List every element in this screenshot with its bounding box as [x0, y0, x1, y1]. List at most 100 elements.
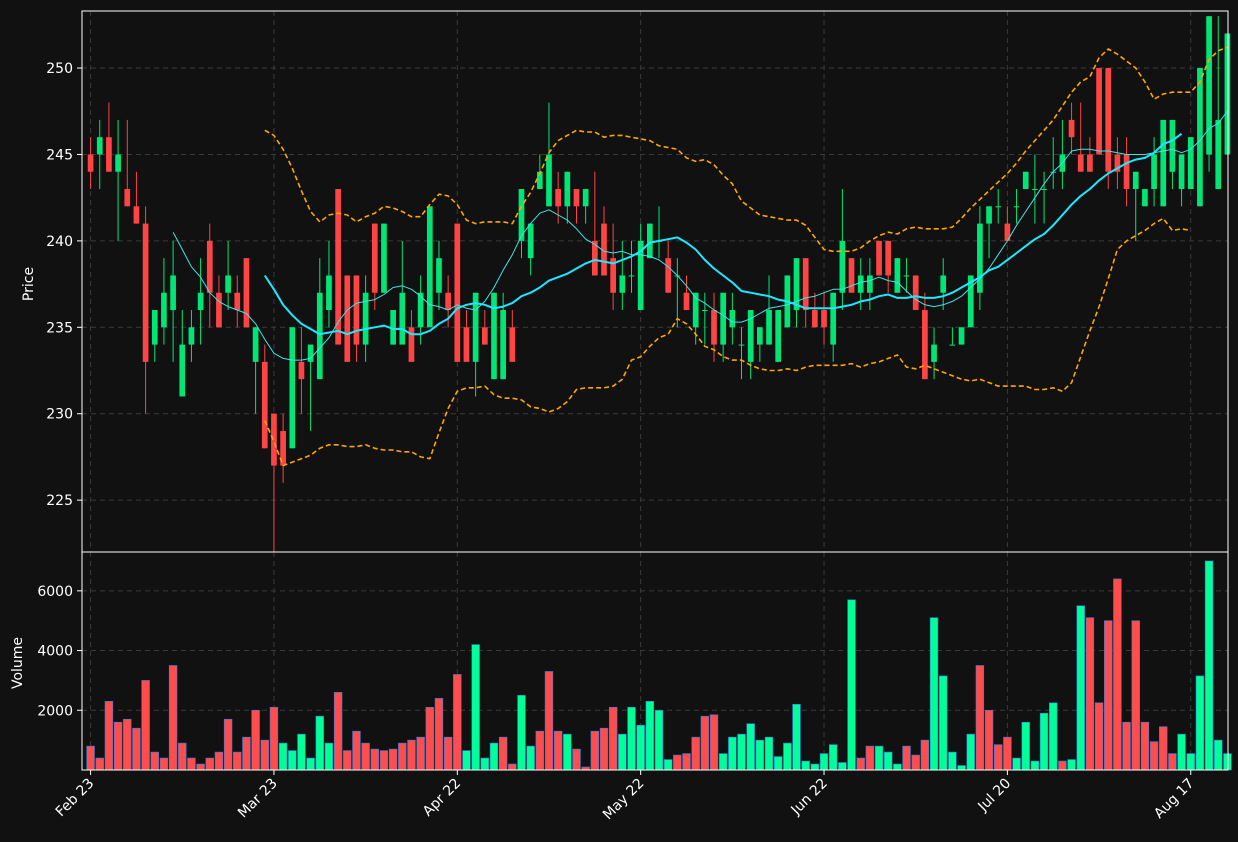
volume-bar	[1223, 753, 1232, 771]
volume-bar	[205, 757, 214, 771]
volume-bar	[1149, 741, 1159, 771]
price-tick-label: 235	[46, 320, 73, 336]
candle-body	[573, 189, 580, 207]
x-tick-label: Aug 17	[1151, 776, 1197, 822]
candle-body	[1041, 189, 1047, 191]
candle-body	[564, 171, 571, 207]
volume-bar	[984, 709, 994, 771]
candle-body	[738, 344, 745, 346]
candle-body	[243, 258, 250, 328]
volume-bar	[361, 742, 370, 771]
volume-bar	[1039, 712, 1049, 771]
volume-bar	[1094, 702, 1104, 771]
volume-bar	[297, 733, 306, 771]
volume-bar	[1186, 753, 1195, 771]
candle-body	[812, 310, 818, 328]
candle-body	[142, 223, 149, 362]
candle-body	[1022, 171, 1029, 190]
volume-bar	[764, 736, 774, 771]
candle-body	[628, 275, 635, 277]
volume-bar	[709, 714, 719, 771]
candle-body	[115, 154, 121, 172]
candle-body	[683, 292, 690, 311]
upper-band-line	[264, 46, 1228, 253]
volume-bar	[920, 739, 930, 771]
candle-body	[170, 275, 176, 311]
volume-bar	[1030, 760, 1040, 771]
candle-body	[940, 275, 947, 293]
volume-bar	[1076, 605, 1085, 771]
volume-bar	[1012, 757, 1021, 771]
volume-bar	[453, 674, 462, 771]
candle-body	[206, 240, 213, 293]
volume-bar	[618, 733, 627, 771]
price-axis-label: Price	[21, 267, 37, 301]
volume-bar	[242, 736, 251, 771]
volume-bar	[1003, 736, 1012, 771]
candle-body	[436, 258, 442, 293]
candle-body	[124, 189, 131, 207]
candle-body	[876, 240, 882, 276]
volume-bar	[352, 730, 361, 771]
volume-bar	[966, 733, 975, 771]
candle-body	[216, 292, 222, 328]
volume-bar	[489, 742, 499, 771]
volume-bar	[278, 742, 288, 771]
candle-body	[1087, 154, 1093, 172]
volume-bar	[517, 695, 526, 771]
candle-body	[463, 327, 470, 362]
candle-body	[298, 361, 305, 380]
volume-bar	[187, 757, 196, 771]
candle-body	[637, 240, 644, 311]
volume-bar	[856, 757, 865, 771]
slow-ma-line	[263, 132, 1183, 336]
volume-bar	[828, 744, 838, 771]
volume-bar	[434, 698, 444, 771]
price-panel: 225 230 235 240 245 250	[46, 10, 1231, 553]
volume-bar	[416, 736, 425, 771]
candle-body	[977, 223, 983, 293]
volume-bar	[196, 763, 205, 771]
volume-tick-label: 4000	[37, 644, 73, 660]
volume-bar	[1131, 620, 1140, 771]
volume-bar	[865, 745, 875, 771]
candle-body	[536, 171, 543, 190]
volume-frame	[81, 551, 1229, 771]
volume-bar	[1021, 721, 1030, 771]
candle-body	[225, 275, 231, 293]
candle-body	[967, 275, 974, 328]
x-tick-label: Jul 20	[975, 776, 1015, 816]
volume-bar	[975, 665, 985, 771]
volume-bar	[948, 751, 957, 771]
candle-body	[326, 275, 332, 311]
candle-body	[995, 206, 1002, 208]
volume-bar	[159, 757, 169, 771]
candle-body	[848, 258, 855, 293]
candle-body	[1151, 154, 1157, 190]
candle-body	[546, 154, 552, 207]
candle-body	[261, 361, 268, 449]
volume-bar	[700, 715, 710, 771]
candle-body	[1224, 33, 1231, 155]
candle-body	[1004, 223, 1011, 241]
candle-body	[289, 327, 296, 449]
candle-body	[426, 206, 433, 328]
volume-bar	[407, 739, 416, 771]
candle-body	[894, 258, 901, 293]
candle-body	[711, 310, 717, 345]
x-tick-label: Feb 23	[53, 776, 98, 821]
volume-bar	[654, 709, 664, 771]
volume-bar	[544, 671, 554, 771]
candle-body	[931, 344, 937, 362]
volume-bar	[86, 745, 95, 771]
volume-tick-label: 6000	[37, 584, 73, 600]
volume-bar	[553, 730, 563, 771]
volume-bar	[563, 733, 572, 771]
candle-body	[1215, 119, 1222, 190]
volume-bar	[893, 763, 902, 771]
price-tick-label: 230	[46, 407, 73, 423]
candle-body	[701, 310, 708, 312]
volume-bar	[939, 675, 948, 771]
volume-bar	[425, 706, 434, 771]
candle-body	[509, 327, 516, 362]
